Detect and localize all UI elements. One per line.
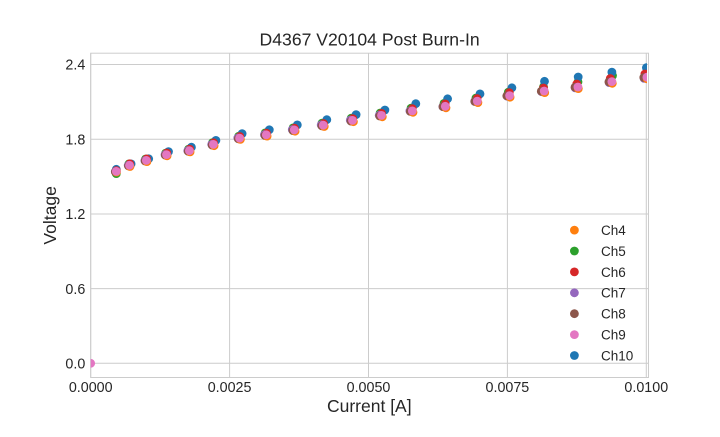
svg-text:Ch9: Ch9 bbox=[601, 328, 626, 343]
svg-text:D4367 V20104 Post Burn-In: D4367 V20104 Post Burn-In bbox=[260, 30, 480, 50]
svg-text:0.0100: 0.0100 bbox=[624, 380, 668, 396]
svg-text:2.4: 2.4 bbox=[65, 58, 85, 74]
svg-text:0.0000: 0.0000 bbox=[69, 380, 113, 396]
svg-text:Ch7: Ch7 bbox=[601, 286, 626, 301]
svg-text:1.2: 1.2 bbox=[65, 207, 85, 223]
svg-text:Ch5: Ch5 bbox=[601, 244, 626, 259]
svg-text:Current [A]: Current [A] bbox=[327, 396, 412, 416]
svg-text:Ch6: Ch6 bbox=[601, 265, 626, 280]
svg-text:Ch4: Ch4 bbox=[601, 223, 626, 238]
svg-text:0.6: 0.6 bbox=[65, 282, 85, 298]
svg-text:Ch10: Ch10 bbox=[601, 348, 633, 363]
svg-text:Ch8: Ch8 bbox=[601, 307, 626, 322]
svg-text:1.8: 1.8 bbox=[65, 132, 85, 148]
svg-text:Voltage: Voltage bbox=[40, 186, 60, 244]
svg-text:0.0025: 0.0025 bbox=[208, 380, 252, 396]
svg-text:0.0050: 0.0050 bbox=[347, 380, 391, 396]
svg-text:0.0075: 0.0075 bbox=[486, 380, 530, 396]
svg-text:0.0: 0.0 bbox=[65, 357, 85, 373]
